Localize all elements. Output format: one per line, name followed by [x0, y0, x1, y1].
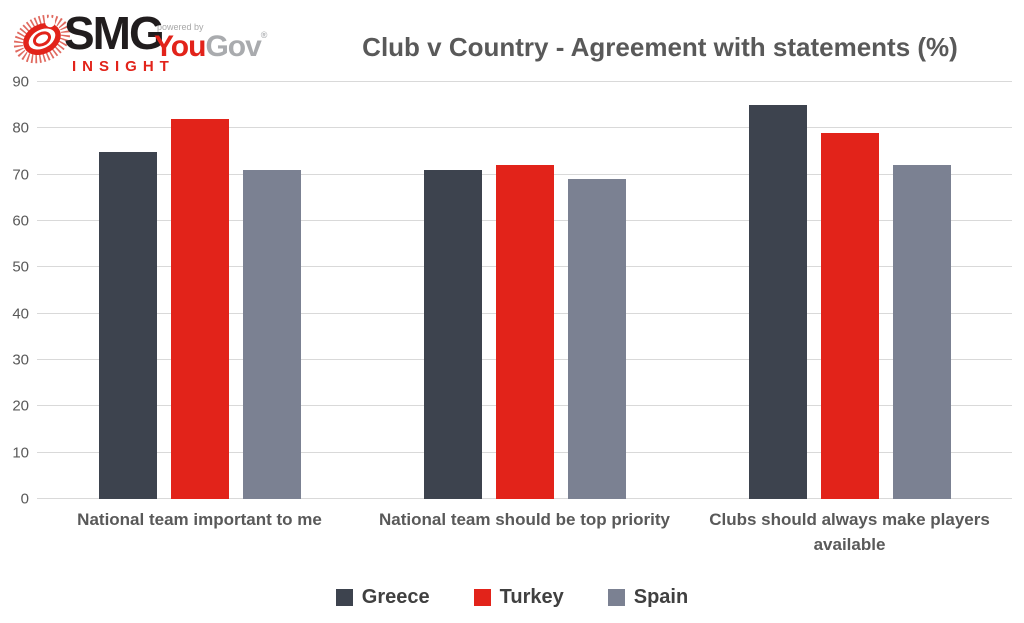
bar-spain-group-1 [242, 170, 301, 499]
registered-trademark-mark: ® [260, 30, 268, 40]
legend-item-greece: Greece [335, 586, 430, 608]
yougov-you-text: You [154, 30, 206, 63]
x-label-cell-3: Clubs should always make players availab… [687, 508, 1012, 557]
legend: Greece Turkey Spain [0, 587, 1024, 607]
y-tick-label-30: 30 [12, 351, 29, 369]
category-label-3: Clubs should always make players availab… [709, 510, 990, 554]
powered-by-text: powered by [157, 22, 204, 32]
y-tick-label-60: 60 [12, 212, 29, 230]
bar-groups [37, 82, 1012, 499]
y-tick-label-50: 50 [12, 258, 29, 276]
bar-group-3 [687, 82, 1012, 499]
bar-greece-group-2 [423, 170, 482, 499]
gridline-90 [37, 81, 1012, 82]
y-tick-label-20: 20 [12, 397, 29, 415]
bar-turkey-group-1 [170, 119, 229, 499]
yougov-logo-text: YouGov® [154, 31, 267, 62]
y-tick-label-90: 90 [12, 73, 29, 91]
y-tick-label-70: 70 [12, 166, 29, 184]
bar-group-1 [37, 82, 362, 499]
bar-spain-group-2 [567, 179, 626, 499]
y-tick-label-40: 40 [12, 305, 29, 323]
legend-label-turkey: Turkey [499, 586, 564, 608]
legend-swatch-greece [335, 588, 353, 606]
y-tick-label-10: 10 [12, 444, 29, 462]
legend-swatch-turkey [473, 588, 491, 606]
bar-greece-group-1 [98, 151, 157, 499]
bar-turkey-group-3 [820, 132, 879, 499]
legend-label-greece: Greece [361, 586, 430, 608]
y-tick-label-0: 0 [20, 490, 29, 508]
legend-label-spain: Spain [633, 586, 689, 608]
insight-logo-text: INSIGHT [72, 58, 175, 75]
gridline-80 [37, 127, 1012, 129]
legend-item-turkey: Turkey [473, 586, 564, 608]
bar-group-2 [362, 82, 687, 499]
legend-item-spain: Spain [607, 586, 689, 608]
smg-logo-text: SMG [64, 7, 165, 59]
y-tick-label-80: 80 [12, 119, 29, 137]
bar-greece-group-3 [748, 105, 807, 499]
smg-swirl-icon [13, 14, 71, 64]
x-label-cell-1: National team important to me [37, 508, 362, 557]
bar-turkey-group-2 [495, 165, 554, 499]
yougov-gov-text: Gov [205, 30, 261, 63]
category-label-1: National team important to me [77, 510, 322, 529]
x-label-cell-2: National team should be top priority [362, 508, 687, 557]
category-label-2: National team should be top priority [379, 510, 670, 529]
smg-yougov-logo: SMG INSIGHT powered by YouGov® [6, 4, 286, 84]
plot-area: 0 10 20 30 40 50 60 70 80 90 [12, 75, 1012, 507]
x-axis-labels: National team important to me National te… [37, 508, 1012, 557]
chart-title: Club v Country - Agreement with statemen… [362, 32, 958, 62]
legend-swatch-spain [607, 588, 625, 606]
bar-spain-group-3 [892, 165, 951, 499]
